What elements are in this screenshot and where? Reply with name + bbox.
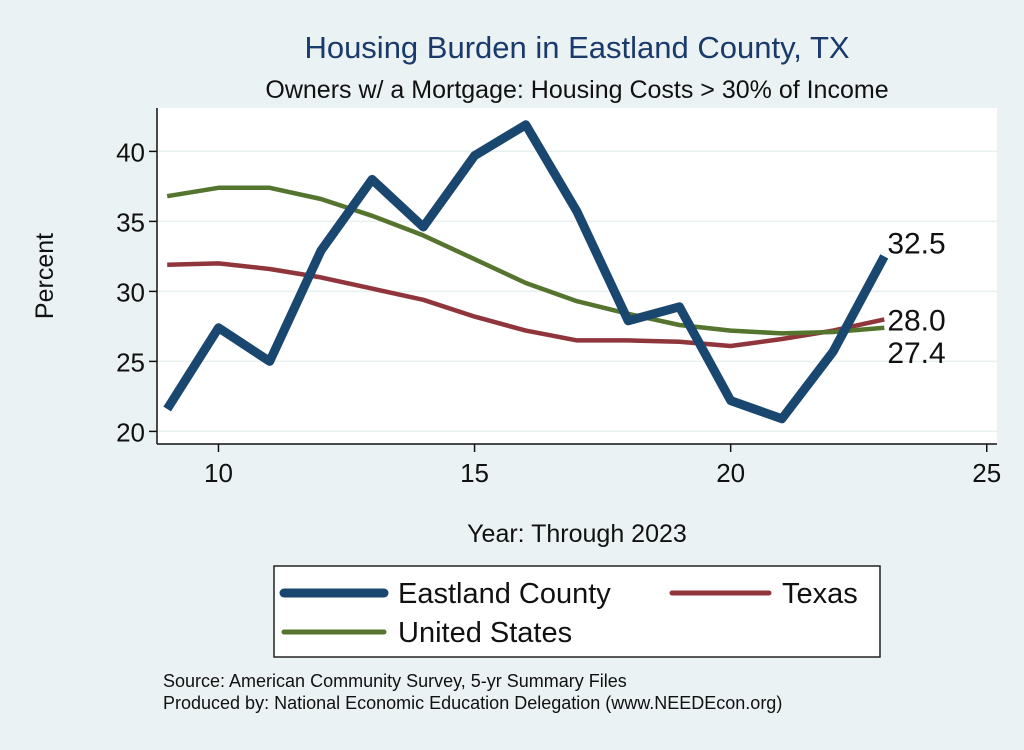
y-tick-label: 35 [116, 207, 145, 237]
x-tick-label: 10 [204, 458, 233, 488]
y-tick-label: 40 [116, 137, 145, 167]
plot-area [157, 108, 997, 444]
legend-label-texas: Texas [782, 578, 858, 610]
legend: Eastland County Texas United States [273, 565, 881, 658]
x-tick-label: 25 [972, 458, 1001, 488]
grid-lines [157, 150, 997, 433]
series-line-eastland-county [163, 120, 889, 424]
end-label-eastland-county: 32.5 [887, 227, 945, 260]
y-tick-label: 20 [116, 417, 145, 447]
series-layer [163, 120, 889, 424]
y-tick-label: 30 [116, 277, 145, 307]
series-line-texas [167, 261, 885, 349]
legend-label-us: United States [398, 617, 572, 649]
x-tick-label: 20 [716, 458, 745, 488]
axes: 20 25 30 35 40 10 15 20 25 [116, 108, 1001, 488]
chart-title: Housing Burden in Eastland County, TX [304, 30, 849, 65]
end-labels: 32.5 28.027.4 [887, 227, 945, 369]
y-tick-label: 25 [116, 347, 145, 377]
legend-label-eastland: Eastland County [398, 578, 611, 610]
series-line-united-states [166, 185, 885, 336]
source-note: Source: American Community Survey, 5-yr … [163, 671, 627, 691]
end-label-united-states: 27.4 [887, 337, 945, 370]
x-axis-label: Year: Through 2023 [467, 520, 687, 548]
producer-note: Produced by: National Economic Education… [163, 693, 782, 713]
end-label-texas: 28.0 [887, 304, 945, 337]
y-axis-label: Percent [31, 233, 59, 319]
x-tick-label: 15 [460, 458, 489, 488]
chart-subtitle: Owners w/ a Mortgage: Housing Costs > 30… [265, 76, 888, 104]
legend-box [273, 565, 881, 658]
